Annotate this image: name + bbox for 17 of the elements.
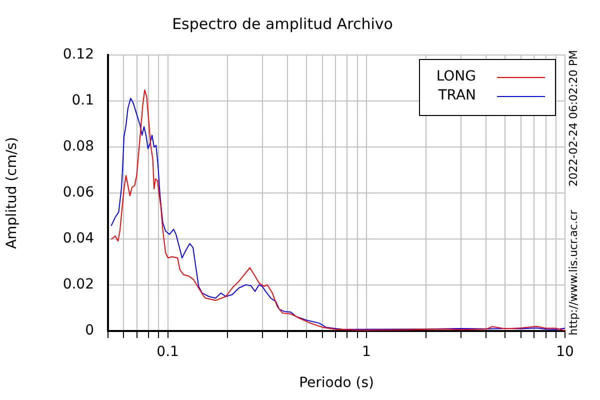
y-tick-label: 0.02 [62, 276, 94, 293]
legend-label: TRAN [437, 88, 476, 104]
y-tick-label: 0.12 [62, 46, 94, 63]
text: 2022-02-24 06:02:20 PM [566, 50, 580, 186]
x-axis-title: Periodo (s) [299, 375, 374, 392]
y-tick-label: 0.1 [72, 92, 94, 109]
text: http://www.lis.ucr.ac.cr [566, 210, 580, 335]
y-tick-label: 0.04 [62, 230, 94, 247]
y-tick-label: 0.06 [62, 184, 94, 201]
y-tick-label: 0.08 [62, 138, 94, 155]
x-tick-label: 0.1 [156, 344, 179, 360]
chart-title: Espectro de amplitud Archivo [172, 14, 393, 33]
y-axis-title: Amplitud (cm/s) [4, 137, 20, 249]
x-tick-label: 10 [556, 344, 574, 360]
legend-label: LONG [436, 68, 476, 85]
x-tick-label: 1 [362, 344, 371, 360]
y-tick-label: 0 [85, 322, 94, 339]
